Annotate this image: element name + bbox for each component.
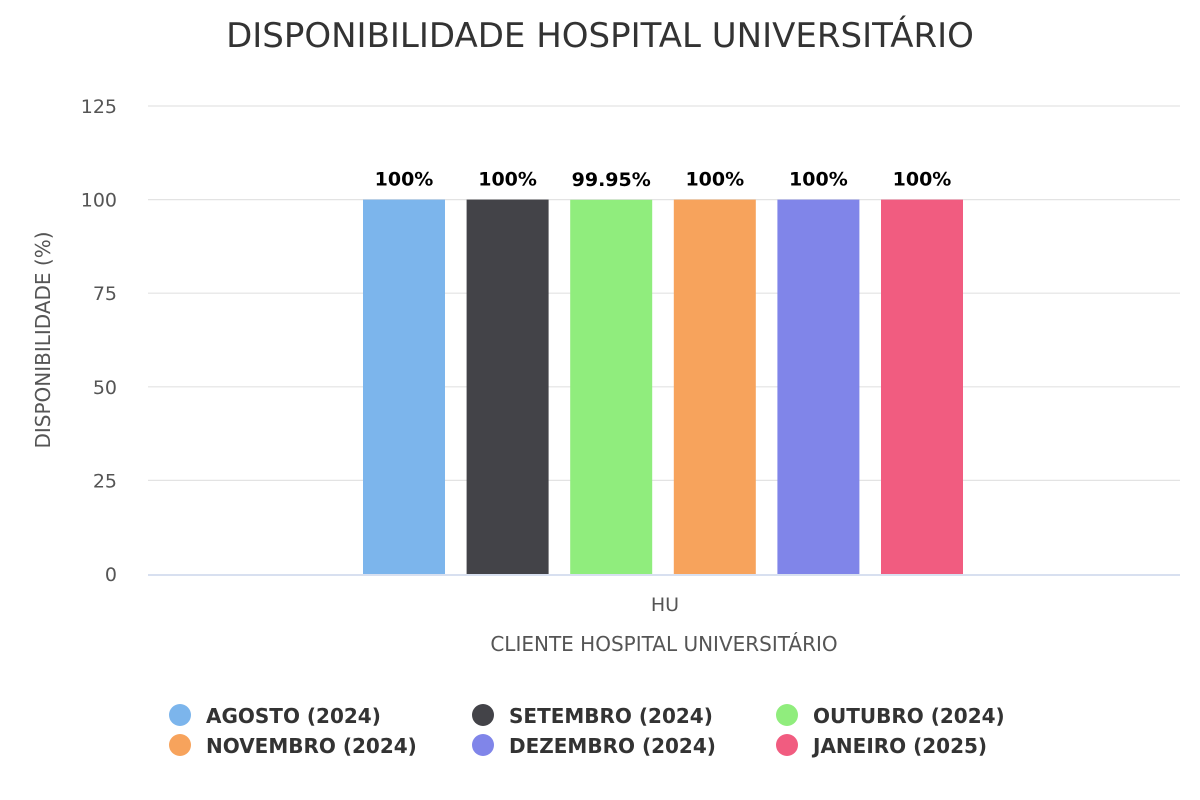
legend-marker	[776, 704, 798, 726]
y-tick-label: 25	[93, 470, 117, 492]
legend-label: AGOSTO (2024)	[206, 704, 381, 728]
legend-label: NOVEMBRO (2024)	[206, 734, 417, 758]
data-label: 100%	[375, 169, 434, 191]
data-label: 100%	[893, 169, 952, 191]
y-tick-label: 75	[93, 283, 117, 305]
data-labels: 100% 100% 99.95% 100% 100% 100%	[375, 169, 952, 191]
legend-marker	[169, 734, 191, 756]
legend-label: SETEMBRO (2024)	[509, 704, 713, 728]
bars	[363, 199, 963, 574]
bar-janeiro	[881, 199, 963, 574]
legend-item[interactable]: JANEIRO (2025)	[776, 734, 987, 758]
y-tick-label: 100	[81, 190, 117, 212]
legend-marker	[472, 734, 494, 756]
data-label: 99.95%	[572, 169, 651, 191]
bar-setembro	[466, 199, 549, 574]
chart-title: DISPONIBILIDADE HOSPITAL UNIVERSITÁRIO	[226, 15, 974, 56]
y-axis-ticks: 0 25 50 75 100 125	[81, 96, 117, 586]
legend-item[interactable]: NOVEMBRO (2024)	[169, 734, 417, 758]
bar-novembro	[673, 199, 756, 574]
legend-label: OUTUBRO (2024)	[813, 704, 1005, 728]
legend-item[interactable]: DEZEMBRO (2024)	[472, 734, 716, 758]
legend-marker	[776, 734, 798, 756]
y-tick-label: 0	[105, 564, 117, 586]
legend-label: JANEIRO (2025)	[811, 734, 987, 758]
x-axis-title: CLIENTE HOSPITAL UNIVERSITÁRIO	[490, 632, 837, 656]
data-label: 100%	[478, 169, 537, 191]
legend-marker	[169, 704, 191, 726]
data-label: 100%	[789, 169, 848, 191]
legend-item[interactable]: SETEMBRO (2024)	[472, 704, 713, 728]
y-tick-label: 50	[93, 377, 117, 399]
x-tick-label: HU	[651, 594, 679, 616]
grid-lines	[148, 105, 1180, 481]
x-axis-ticks: HU	[651, 594, 679, 616]
legend-item[interactable]: OUTUBRO (2024)	[776, 704, 1005, 728]
legend-item[interactable]: AGOSTO (2024)	[169, 704, 381, 728]
y-axis-title: DISPONIBILIDADE (%)	[31, 231, 55, 448]
legend-marker	[472, 704, 494, 726]
legend-label: DEZEMBRO (2024)	[509, 734, 716, 758]
bar-agosto	[363, 199, 445, 574]
legend: AGOSTO (2024) SETEMBRO (2024) OUTUBRO (202…	[169, 704, 1005, 758]
bar-dezembro	[777, 199, 860, 574]
data-label: 100%	[685, 169, 744, 191]
y-tick-label: 125	[81, 96, 117, 118]
bar-outubro	[570, 199, 653, 574]
